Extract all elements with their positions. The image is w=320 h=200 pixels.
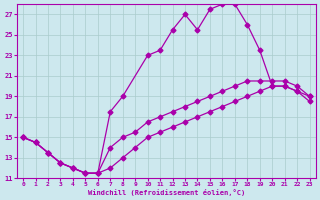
X-axis label: Windchill (Refroidissement éolien,°C): Windchill (Refroidissement éolien,°C) — [88, 189, 245, 196]
